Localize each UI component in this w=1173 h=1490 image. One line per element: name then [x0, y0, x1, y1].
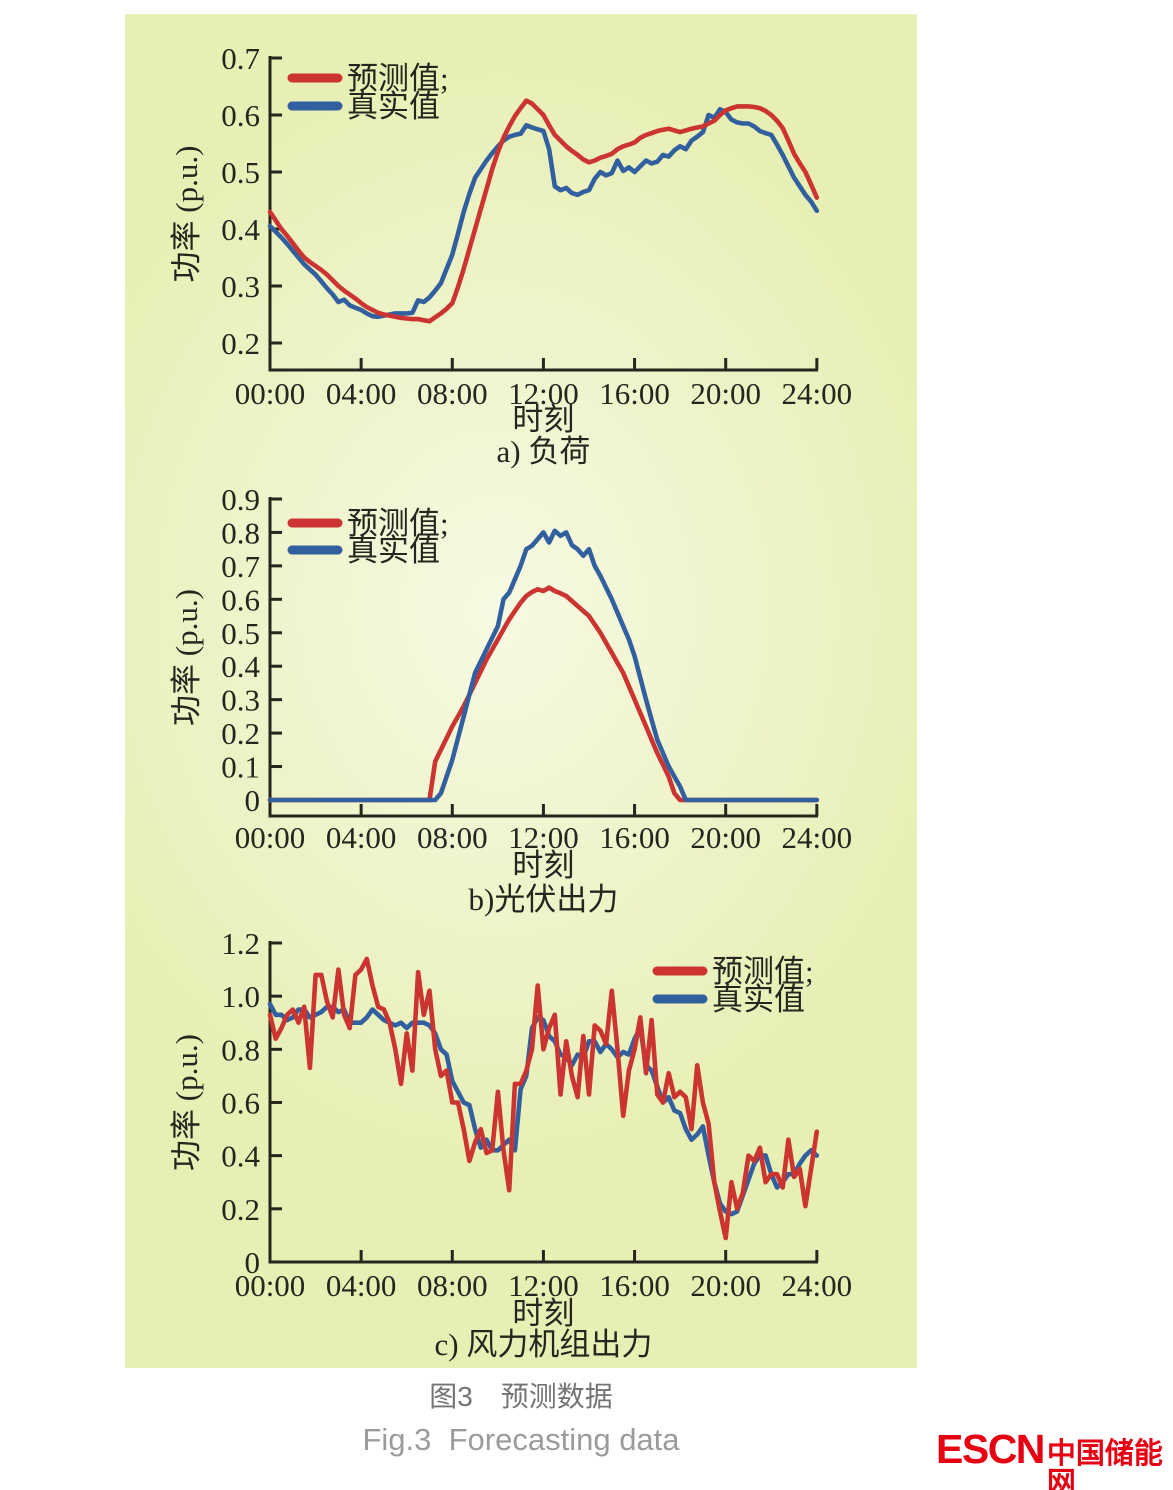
y-tick-label: 0.1 [221, 750, 260, 785]
x-axis-title: 时刻 [512, 1296, 574, 1331]
chart-c: 1.2 1.0 0.8 0.6 0.4 0.2 000:00 04:00 08:00 12:00 1… [169, 926, 852, 1362]
x-tick-label: 04:00 [326, 1268, 397, 1303]
y-tick-label: 0.7 [221, 549, 260, 584]
x-tick-label: 00:00 [235, 1268, 306, 1303]
chart-caption: a) 负荷 [496, 434, 590, 469]
chart-a: 0.7 0.6 0.5 0.4 0.3 0.2 00:00 04:00 08:00 12:00 16… [169, 41, 852, 469]
x-tick-label: 04:00 [326, 376, 397, 411]
x-tick-label: 12:00 [508, 376, 579, 411]
escn-logo-text-en: ESCN [936, 1426, 1045, 1472]
y-tick-label: 0.5 [221, 616, 260, 651]
x-tick-label: 16:00 [599, 1268, 670, 1303]
y-tick-label: 0.2 [221, 326, 260, 361]
y-axis-title: 功率 (p.u.) [169, 1034, 204, 1171]
series-forecast-line [267, 585, 820, 803]
y-tick-label: 0.6 [221, 98, 260, 133]
legend-label: 预测值; [712, 954, 814, 989]
chart-caption: b)光伏出力 [469, 882, 619, 917]
y-tick-label: 0.8 [221, 515, 260, 550]
x-axis-title: 时刻 [512, 848, 574, 883]
x-tick-label: 08:00 [417, 820, 488, 855]
legend-label: 真实值 [712, 982, 805, 1017]
forecast-charts-svg: 0.70.60.50.40.30.200:00 04:00 08:00 12:00 16… [169, 41, 852, 1362]
x-tick-label: 00:00 [235, 820, 306, 855]
figure-caption-en: Fig.3 Forecasting data [362, 1422, 680, 1457]
x-tick-label: 08:00 [417, 1268, 488, 1303]
y-tick-label: 1.2 [221, 926, 260, 961]
y-tick-label: 0.6 [221, 1085, 260, 1120]
x-tick-label: 00:00 [235, 376, 306, 411]
x-tick-label: 16:00 [599, 820, 670, 855]
x-tick-label: 12:00 [508, 1268, 579, 1303]
y-tick-label: 0.4 [221, 1139, 260, 1174]
legend-label: 预测值; [347, 506, 449, 541]
x-tick-label: 24:00 [782, 820, 853, 855]
series-forecast-line [267, 956, 820, 1241]
x-tick-label: 24:00 [782, 376, 853, 411]
x-axis-title: 时刻 [512, 402, 574, 437]
escn-logo-text-zh: 中国储能网 [1046, 1438, 1163, 1490]
y-tick-label: 0 [245, 783, 261, 818]
y-axis-title: 功率 (p.u.) [169, 146, 204, 283]
y-tick-label: 0.2 [221, 716, 260, 751]
legend-label: 预测值; [347, 61, 449, 96]
chart-caption: c) 风力机组出力 [434, 1327, 652, 1362]
series-forecast-line [267, 98, 820, 324]
series-actual-line [267, 107, 820, 320]
x-tick-label: 24:00 [782, 1268, 853, 1303]
y-axis-title: 功率 (p.u.) [169, 589, 204, 726]
y-tick-label: 0 [245, 1245, 261, 1280]
y-tick-label: 0.3 [221, 683, 260, 718]
figure-caption-zh: 图3 预测数据 [429, 1381, 613, 1412]
x-tick-label: 08:00 [417, 376, 488, 411]
y-tick-label: 0.2 [221, 1192, 260, 1227]
y-tick-label: 1.0 [221, 979, 260, 1014]
series-actual-line [267, 1001, 820, 1217]
series-actual-line [267, 528, 820, 803]
y-tick-label: 0.7 [221, 41, 260, 76]
y-tick-label: 0.5 [221, 155, 260, 190]
y-tick-label: 0.4 [221, 649, 260, 684]
y-tick-label: 0.9 [221, 482, 260, 517]
x-tick-label: 20:00 [690, 820, 761, 855]
x-tick-label: 04:00 [326, 820, 397, 855]
figure-panel: 0.7 0.6 0.5 0.4 0.3 0.2 00:00 04:00 08:00 12:00 16… [125, 14, 917, 1368]
y-tick-label: 0.6 [221, 582, 260, 617]
y-tick-label: 0.4 [221, 212, 260, 247]
legend-label: 真实值 [347, 89, 440, 124]
y-tick-label: 0.3 [221, 269, 260, 304]
x-tick-label: 12:00 [508, 820, 579, 855]
escn-logo: ESCN 中国储能网 [936, 1429, 1173, 1490]
y-tick-label: 0.8 [221, 1032, 260, 1067]
x-tick-label: 20:00 [690, 1268, 761, 1303]
x-tick-label: 16:00 [599, 376, 670, 411]
x-tick-label: 20:00 [690, 376, 761, 411]
legend-label: 真实值 [347, 533, 440, 568]
